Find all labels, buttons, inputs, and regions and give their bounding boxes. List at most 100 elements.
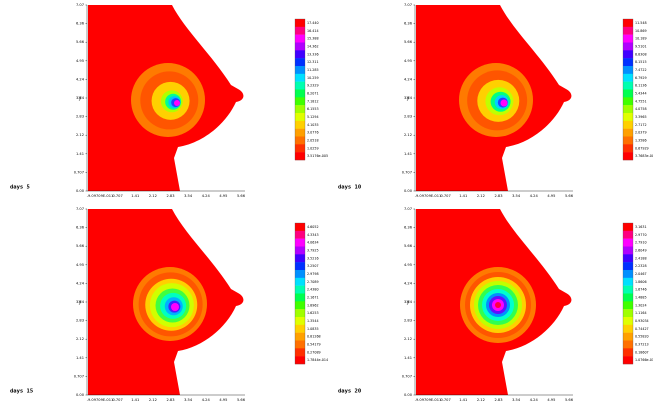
colorbar-swatch [623,136,633,145]
y-axis-label: y [79,300,82,306]
x-tick-label: 2.12 [149,194,157,198]
colorbar-swatch [295,356,305,365]
x-tick-label: -9.09709E-011 [87,398,114,402]
y-tick-label: 2.12 [404,133,412,137]
colorbar-frame [294,222,306,365]
y-tick-label: 6.36 [404,22,413,26]
colorbar-label: 4.3343 [307,233,319,237]
colorbar-label: 3.3965 [635,115,647,119]
y-tick-label: 5.66 [76,40,85,44]
x-tick-label: 2.83 [166,194,174,198]
colorbar-swatch [295,66,305,75]
colorbar-label: 0.37213 [635,342,649,346]
colorbar-swatch [295,26,305,35]
colorbar-label: 2.7172 [635,123,647,127]
colorbar-swatch [295,97,305,106]
x-tick-label: 3.54 [512,194,521,198]
y-tick-label: 0.707 [74,374,84,378]
colorbar-label: 1.6746 [635,288,647,292]
contour-band [171,303,179,311]
colorbar-swatch [623,19,633,28]
y-tick-label: 4.95 [76,263,84,267]
y-tick-label: 4.24 [404,281,413,285]
y-axis-label: y [407,96,410,102]
colorbar-label: 8.1515 [635,60,647,64]
panel-label: days 5 [10,185,30,191]
y-tick-label: 2.12 [76,133,84,137]
colorbar-label: 15.388 [307,37,319,41]
contour-band [174,100,180,106]
y-tick-label: 2.83 [76,115,84,119]
x-tick-label: 2.12 [477,194,485,198]
x-tick-label: 3.54 [512,398,521,402]
panel: 7.07 6.36 5.66 4.95 4.24 3.54 2.83 2.12 1.41 0.70… [338,3,653,198]
colorbar-swatch [623,50,633,59]
contour-band [500,99,508,107]
x-tick-label: -9.09709E-011 [415,398,442,402]
y-tick-label: 4.24 [76,281,85,285]
x-tick-label: 4.24 [202,398,211,402]
colorbar-swatch [295,293,305,302]
colorbar-label: 0.81268 [307,335,321,339]
colorbar-label: 3.1631 [635,225,647,229]
y-tick-label: 3.54 [76,300,85,304]
y-axis-label: y [407,300,410,306]
colorbar-label: 10.869 [635,29,647,33]
x-tick-label: 2.12 [477,398,485,402]
x-tick-label: 2.83 [494,398,502,402]
panel-label: days 15 [10,389,33,395]
y-tick-label: 7.07 [404,207,412,211]
contours [131,63,205,137]
colorbar-label: 2.9770 [635,233,647,237]
colorbar-swatch [623,246,633,255]
colorbar-label: 5.4344 [635,91,647,95]
y-tick-label: 0.00 [404,393,413,397]
panel-label: days 10 [338,185,361,191]
colorbar-swatch [623,230,633,239]
x-tick-label: 5.66 [565,194,574,198]
y-tick-label: 2.83 [404,115,412,119]
colorbar-swatch [623,277,633,286]
colorbar-label: 1.6253 [307,311,319,315]
y-tick-label: 1.41 [404,152,412,156]
panel-label: days 20 [338,389,361,395]
colorbar-label: 1.3544 [307,319,319,323]
colorbar-label: 0.67929 [635,146,649,150]
colorbar-label: 2.0467 [635,272,647,276]
colorbar-swatch [623,324,633,333]
colorbar-swatch [295,128,305,137]
colorbar-swatch [295,73,305,82]
colorbar-label: 2.0379 [635,131,647,135]
x-tick-label: 4.95 [547,194,555,198]
colorbar-swatch [623,66,633,75]
colorbar-swatch [295,238,305,247]
panel: 7.07 6.36 5.66 4.95 4.24 3.54 2.83 2.12 1.41 0.70… [338,207,653,402]
colorbar-swatch [623,317,633,326]
colorbar-label: 1.0766e-014 [635,358,653,362]
colorbar-swatch [623,270,633,279]
colorbar-label: 3.5176e-005 [307,154,328,158]
y-tick-label: 3.54 [404,300,413,304]
contours [460,267,536,343]
y-tick-label: 4.95 [404,263,412,267]
colorbar-swatch [295,324,305,333]
x-tick-label: 0.707 [112,398,122,402]
x-tick-label: 4.95 [219,398,227,402]
colorbar-label: 0.54179 [307,342,321,346]
y-tick-label: 6.36 [76,22,85,26]
colorbar-label: 10.189 [635,37,647,41]
colorbar-label: 11.285 [307,68,319,72]
colorbar-label: 3.5216 [307,256,319,260]
colorbar-swatch [295,340,305,349]
colorbar-swatch [295,246,305,255]
colorbar-label: 0.74427 [635,327,649,331]
colorbar-label: 7.4722 [635,68,647,72]
colorbar-label: 1.0835 [307,327,319,331]
colorbar-swatch [295,42,305,51]
y-tick-label: 6.36 [76,226,85,230]
colorbar-label: 5.1294 [307,115,319,119]
colorbar-swatch [623,348,633,357]
colorbar-swatch [623,293,633,302]
colorbar-swatch [623,152,633,161]
